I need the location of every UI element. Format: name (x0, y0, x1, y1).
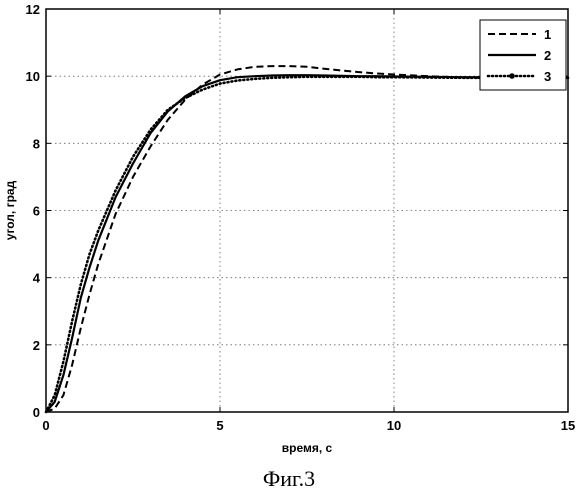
y-tick-label: 6 (33, 204, 40, 219)
x-axis-label: время, с (282, 441, 333, 455)
series-line-2 (46, 75, 568, 412)
legend-marker-3 (509, 73, 515, 79)
series-line-3 (46, 77, 568, 412)
x-tick-label: 0 (42, 418, 49, 433)
series-line-1 (46, 66, 568, 412)
legend-label-1: 1 (544, 27, 551, 42)
chart: 051015024681012 123 время, с угол, град (0, 0, 578, 470)
y-tick-label: 0 (33, 405, 40, 420)
y-tick-label: 12 (26, 2, 40, 17)
legend: 1 2 3 (480, 20, 566, 90)
y-tick-label: 8 (33, 136, 40, 151)
legend-label-3: 3 (544, 69, 551, 84)
legend-label-2: 2 (544, 48, 551, 63)
x-tick-label: 5 (216, 418, 223, 433)
y-tick-label: 10 (26, 69, 40, 84)
y-tick-label: 4 (33, 271, 41, 286)
x-tick-label: 15 (561, 418, 575, 433)
x-tick-label: 10 (387, 418, 401, 433)
y-axis-label: угол, град (3, 180, 17, 240)
figure-caption: Фиг.3 (0, 466, 578, 492)
series-lines (46, 66, 568, 412)
y-tick-label: 2 (33, 338, 40, 353)
